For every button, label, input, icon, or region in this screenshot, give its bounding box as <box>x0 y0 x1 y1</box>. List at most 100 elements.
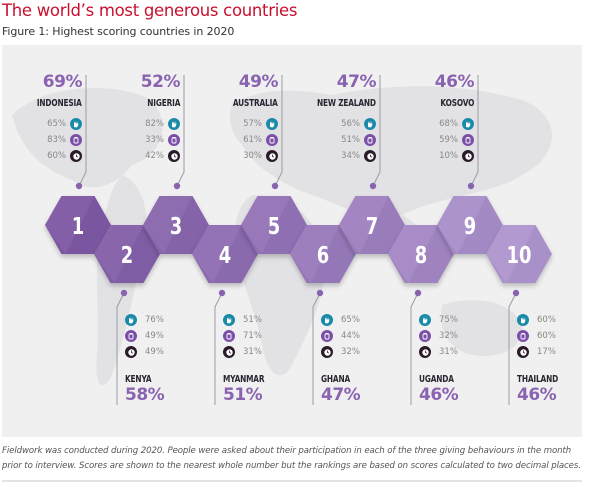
stat-helping: 82% <box>90 116 180 132</box>
stat-value: 82% <box>145 119 164 129</box>
connector-line <box>116 292 125 405</box>
connector-dot <box>467 182 475 190</box>
money-jar-icon <box>223 330 235 342</box>
divider <box>2 480 582 482</box>
stat-value: 32% <box>439 331 458 341</box>
rank-number: 8 <box>415 242 427 269</box>
rank-number: 5 <box>268 213 280 240</box>
stat-volunteering: 17% <box>517 344 582 360</box>
stat-value: 57% <box>243 119 262 129</box>
stat-value: 34% <box>341 151 360 161</box>
stat-volunteering: 32% <box>321 344 411 360</box>
country-name: GHANA <box>321 374 351 385</box>
connector-dot <box>271 182 279 190</box>
infographic-panel: 1 2 3 4 5 6 7 8 9 10 69% INDONESIA 65% 83% 60% 76% 49% 4… <box>2 45 582 437</box>
rank-hexagon-6: 6 <box>290 225 356 283</box>
clock-icon <box>168 150 180 162</box>
connector-5 <box>271 75 283 190</box>
rank-number: 1 <box>72 213 84 240</box>
stat-value: 31% <box>439 347 458 357</box>
stat-value: 51% <box>243 315 262 325</box>
rank-hexagon-3: 3 <box>143 196 209 254</box>
country-card-kenya: 76% 49% 49% KENYA 58% <box>125 312 215 404</box>
stat-donating: 51% <box>286 132 376 148</box>
country-score: 47% <box>321 385 361 405</box>
country-name: AUSTRALIA <box>233 98 278 109</box>
rank-number: 7 <box>366 213 378 240</box>
connector-line <box>274 75 283 187</box>
connector-line <box>410 292 419 405</box>
stat-value: 10% <box>439 151 458 161</box>
hand-icon <box>168 118 180 130</box>
stat-volunteering: 60% <box>2 148 82 164</box>
connector-line <box>78 75 87 187</box>
connector-line <box>312 292 321 405</box>
stat-value: 31% <box>243 347 262 357</box>
figure-caption: Figure 1: Highest scoring countries in 2… <box>2 25 235 38</box>
clock-icon <box>125 346 137 358</box>
rank-hexagon-4: 4 <box>192 225 258 283</box>
stat-value: 65% <box>47 119 66 129</box>
connector-line <box>176 75 185 187</box>
clock-icon <box>266 150 278 162</box>
stat-value: 51% <box>341 135 360 145</box>
stat-donating: 44% <box>321 328 411 344</box>
rank-hexagon-2: 2 <box>94 225 160 283</box>
stat-value: 83% <box>47 135 66 145</box>
hand-icon <box>70 118 82 130</box>
hexagon-facet <box>437 196 487 254</box>
stat-helping: 56% <box>286 116 376 132</box>
stat-value: 65% <box>341 315 360 325</box>
stat-value: 30% <box>243 151 262 161</box>
stat-value: 61% <box>243 135 262 145</box>
stat-volunteering: 30% <box>188 148 278 164</box>
stat-volunteering: 31% <box>419 344 509 360</box>
country-name: NIGERIA <box>146 98 180 109</box>
stat-value: 71% <box>243 331 262 341</box>
country-score: 69% <box>42 72 83 92</box>
clock-icon <box>70 150 82 162</box>
stat-value: 32% <box>341 347 360 357</box>
stat-volunteering: 42% <box>90 148 180 164</box>
rank-number: 3 <box>170 213 182 240</box>
stat-donating: 49% <box>125 328 215 344</box>
country-name: NEW ZEALAND <box>317 98 376 109</box>
hand-icon <box>266 118 278 130</box>
stat-value: 17% <box>537 347 556 357</box>
stat-volunteering: 34% <box>286 148 376 164</box>
money-jar-icon <box>364 134 376 146</box>
stat-helping: 68% <box>384 116 474 132</box>
stat-value: 44% <box>341 331 360 341</box>
country-card-uganda: 75% 32% 31% UGANDA 46% <box>419 312 509 404</box>
rank-hexagon-1: 1 <box>45 196 111 254</box>
stat-value: 60% <box>537 315 556 325</box>
connector-dot <box>414 289 422 297</box>
stat-helping: 65% <box>321 312 411 328</box>
rank-hexagon-10: 10 <box>486 225 552 283</box>
connector-10 <box>508 289 520 405</box>
connector-2 <box>116 289 128 405</box>
country-card-kosovo: 46% KOSOVO 68% 59% 10% <box>384 73 475 164</box>
country-card-indonesia: 69% INDONESIA 65% 83% 60% <box>2 72 83 164</box>
rank-number: 10 <box>507 242 532 269</box>
stat-value: 75% <box>439 315 458 325</box>
stat-value: 60% <box>47 151 66 161</box>
money-jar-icon <box>168 134 180 146</box>
stat-helping: 60% <box>517 312 582 328</box>
money-jar-icon <box>419 330 431 342</box>
connector-line <box>470 75 479 187</box>
hexagon-facet <box>290 225 340 283</box>
connector-dot <box>120 289 128 297</box>
page-title: The world’s most generous countries <box>2 1 298 20</box>
hand-icon <box>321 314 333 326</box>
stat-value: 49% <box>145 331 164 341</box>
rank-number: 6 <box>317 242 329 269</box>
rank-hexagon-7: 7 <box>339 196 405 254</box>
hand-icon <box>419 314 431 326</box>
hexagon-facet <box>94 225 144 283</box>
country-card-australia: 49% AUSTRALIA 57% 61% 30% <box>188 73 279 164</box>
country-score: 51% <box>223 385 263 405</box>
connector-1 <box>75 75 87 190</box>
rank-number: 2 <box>121 242 133 269</box>
hexagon-facet <box>486 225 536 283</box>
